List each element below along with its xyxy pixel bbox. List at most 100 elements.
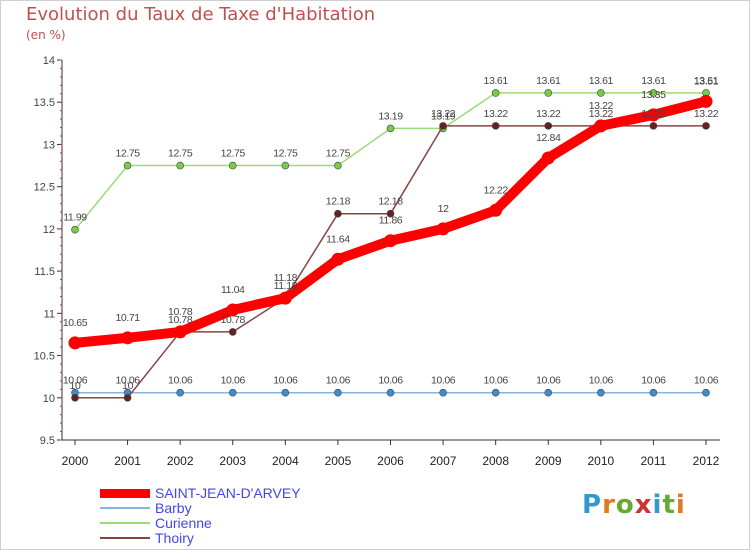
data-label: 13.61 xyxy=(589,75,614,87)
data-label: 10.06 xyxy=(221,375,246,387)
data-point xyxy=(176,161,184,170)
chart-title: Evolution du Taux de Taxe d'Habitation xyxy=(26,4,376,25)
data-label: 10.78 xyxy=(168,314,193,326)
data-point xyxy=(544,388,553,397)
x-tick-label: 2012 xyxy=(693,454,720,468)
data-point xyxy=(281,161,290,170)
data-label: 10.06 xyxy=(326,375,351,387)
x-tick-label: 2009 xyxy=(535,454,562,468)
data-point xyxy=(71,225,79,234)
data-point xyxy=(649,388,658,397)
data-label: 13.51 xyxy=(694,75,719,87)
logo-letter: o xyxy=(615,490,635,520)
legend-swatch xyxy=(100,488,150,498)
data-label: 13.35 xyxy=(641,89,666,101)
data-point xyxy=(228,388,237,397)
data-point xyxy=(544,122,553,130)
data-label: 12.84 xyxy=(536,132,561,144)
data-point xyxy=(68,336,82,350)
data-point xyxy=(491,122,500,130)
data-point xyxy=(173,325,187,339)
data-point xyxy=(541,151,555,165)
y-tick-label: 13 xyxy=(43,139,55,151)
data-point xyxy=(281,388,290,397)
data-label: 13.61 xyxy=(536,75,561,87)
y-tick-label: 14 xyxy=(43,55,55,67)
data-label: 10.06 xyxy=(168,375,193,387)
series-line-thoiry xyxy=(74,125,707,399)
legend-item: Thoiry xyxy=(100,530,194,546)
data-label: 11.18 xyxy=(274,272,298,284)
x-tick-label: 2003 xyxy=(219,454,246,468)
data-label: 12.75 xyxy=(168,148,193,160)
data-point xyxy=(121,331,135,345)
logo-letter: r xyxy=(602,490,616,520)
data-label: 12.75 xyxy=(221,148,246,160)
data-label: 10.71 xyxy=(115,312,140,324)
legend-swatch xyxy=(100,507,150,509)
x-tick-label: 2006 xyxy=(377,454,404,468)
y-tick-label: 13.5 xyxy=(34,97,55,109)
y-tick-label: 9.5 xyxy=(40,435,55,447)
data-label: 13.22 xyxy=(431,108,456,120)
data-label: 13.22 xyxy=(536,108,561,120)
data-point xyxy=(331,252,345,266)
data-point xyxy=(702,388,710,397)
data-point xyxy=(649,122,658,130)
data-point xyxy=(489,203,503,217)
data-label: 10.78 xyxy=(168,306,193,318)
y-tick-label: 10 xyxy=(43,393,55,405)
x-tick-label: 2001 xyxy=(114,454,141,468)
legend-swatch xyxy=(100,522,150,524)
data-label: 10.06 xyxy=(378,375,403,387)
data-point xyxy=(597,388,605,397)
legend-label: SAINT-JEAN-D'ARVEY xyxy=(155,485,301,501)
data-point xyxy=(491,388,500,397)
data-label: 11.18 xyxy=(274,280,298,292)
data-label: 12.18 xyxy=(378,196,403,208)
data-point xyxy=(334,161,342,170)
y-tick-label: 12 xyxy=(43,224,55,236)
data-label: 10.06 xyxy=(115,375,140,387)
data-label: 12.75 xyxy=(326,148,351,160)
data-label: 13.19 xyxy=(378,110,403,122)
data-point xyxy=(649,89,658,97)
data-point xyxy=(646,108,660,122)
data-label: 13.61 xyxy=(641,75,666,87)
x-tick-label: 2000 xyxy=(62,454,89,468)
logo-letter: i xyxy=(675,490,686,520)
data-label: 11.86 xyxy=(379,215,403,227)
legend-label: Thoiry xyxy=(155,530,194,546)
data-label: 13.22 xyxy=(641,108,666,120)
chart-subtitle: (en %) xyxy=(26,28,66,42)
logo-letter: P xyxy=(582,490,603,520)
data-label: 11.04 xyxy=(221,284,245,296)
data-point xyxy=(544,89,553,97)
data-point xyxy=(491,89,500,97)
legend-item: Curienne xyxy=(100,515,212,531)
data-point xyxy=(439,388,447,397)
data-point xyxy=(334,388,342,397)
data-label: 10.06 xyxy=(694,375,719,387)
x-tick-label: 2008 xyxy=(482,454,509,468)
data-label: 13.22 xyxy=(589,100,614,112)
legend-item: Barby xyxy=(100,500,192,516)
data-point xyxy=(384,234,397,248)
data-label: 10.06 xyxy=(589,375,614,387)
proxiti-logo: Proxiti xyxy=(582,490,686,520)
logo-letter: x xyxy=(634,490,653,520)
data-label: 11.64 xyxy=(326,233,350,245)
legend-label: Barby xyxy=(155,500,192,516)
data-label: 10.65 xyxy=(63,317,88,329)
logo-letter: i xyxy=(652,490,663,520)
data-point xyxy=(386,209,395,218)
data-point xyxy=(386,124,395,133)
data-point xyxy=(699,94,713,108)
data-point xyxy=(439,122,447,130)
x-tick-label: 2004 xyxy=(272,454,299,468)
data-point xyxy=(597,89,605,97)
x-tick-label: 2002 xyxy=(167,454,194,468)
data-label: 10.06 xyxy=(641,375,666,387)
